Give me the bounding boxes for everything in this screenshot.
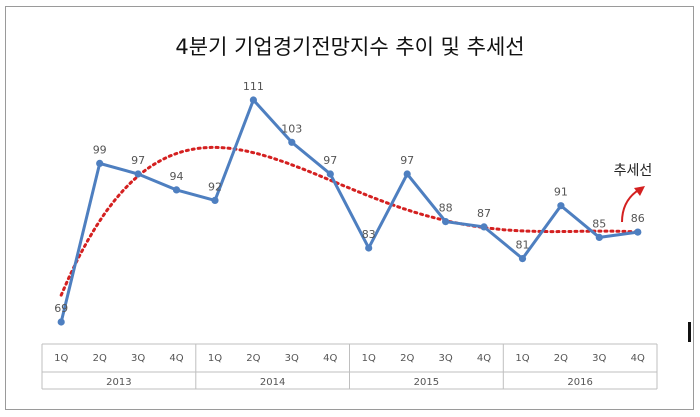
data-label: 97 <box>131 154 145 167</box>
data-point <box>557 202 565 210</box>
data-point <box>480 223 488 231</box>
x-tick-label: 2Q <box>93 353 107 364</box>
data-point <box>403 170 411 178</box>
year-label: 2016 <box>567 377 592 388</box>
category-axis-table: 1Q 2Q 3Q 4Q 1Q 2Q 3Q 4Q 1Q 2Q 3Q 4Q 1Q 2Q 3Q 4Q 2013 2014… <box>41 343 658 390</box>
chart-marks: 69 99 97 94 92 111 103 97 83 97 88 87 81 91 85 86 <box>54 80 645 326</box>
data-label: 94 <box>170 170 184 183</box>
data-point <box>365 244 373 252</box>
edge-marker <box>688 322 691 342</box>
x-tick-label: 4Q <box>477 353 491 364</box>
trendline-label: 추세선 <box>614 163 653 179</box>
data-point <box>172 186 181 194</box>
x-tick-label: 3Q <box>285 353 299 364</box>
x-tick-label: 4Q <box>323 353 337 364</box>
data-point <box>326 170 334 178</box>
series-line <box>59 97 639 323</box>
data-label: 92 <box>208 180 222 193</box>
trendline-arrowhead-icon <box>634 186 645 196</box>
year-label: 2015 <box>414 377 439 388</box>
data-label: 97 <box>400 154 414 167</box>
year-label: 2013 <box>106 377 131 388</box>
data-label: 69 <box>54 302 68 315</box>
data-label: 83 <box>362 228 376 241</box>
data-label: 85 <box>592 217 606 230</box>
x-tick-label: 3Q <box>592 353 606 364</box>
data-label: 91 <box>554 186 568 199</box>
x-tick-label: 4Q <box>631 353 645 364</box>
data-label: 88 <box>439 202 453 215</box>
x-tick-label: 2Q <box>400 353 414 364</box>
x-tick-label: 1Q <box>208 353 222 364</box>
data-label: 86 <box>631 212 645 225</box>
data-label: 99 <box>93 143 107 156</box>
data-point <box>518 255 527 263</box>
data-label: 97 <box>323 154 337 167</box>
data-label: 103 <box>281 122 302 135</box>
data-label: 111 <box>243 80 264 93</box>
x-tick-label: 2Q <box>554 353 568 364</box>
data-point <box>634 228 642 236</box>
x-tick-label: 4Q <box>169 353 183 364</box>
data-label: 81 <box>516 239 530 252</box>
year-label: 2014 <box>260 377 285 388</box>
data-point <box>96 159 104 167</box>
data-point <box>211 196 219 204</box>
data-point <box>595 233 603 241</box>
x-tick-label: 1Q <box>362 353 376 364</box>
data-label: 87 <box>477 207 491 220</box>
data-point <box>249 96 257 104</box>
data-point <box>134 170 142 178</box>
x-tick-label: 1Q <box>515 353 529 364</box>
x-tick-label: 3Q <box>438 353 452 364</box>
chart-title: 4분기 기업경기전망지수 추이 및 추세선 <box>175 35 524 59</box>
x-tick-label: 1Q <box>54 353 68 364</box>
data-point <box>288 138 296 146</box>
data-point <box>57 318 65 326</box>
x-tick-label: 2Q <box>246 353 260 364</box>
x-tick-label: 3Q <box>131 353 145 364</box>
data-point <box>442 218 450 226</box>
